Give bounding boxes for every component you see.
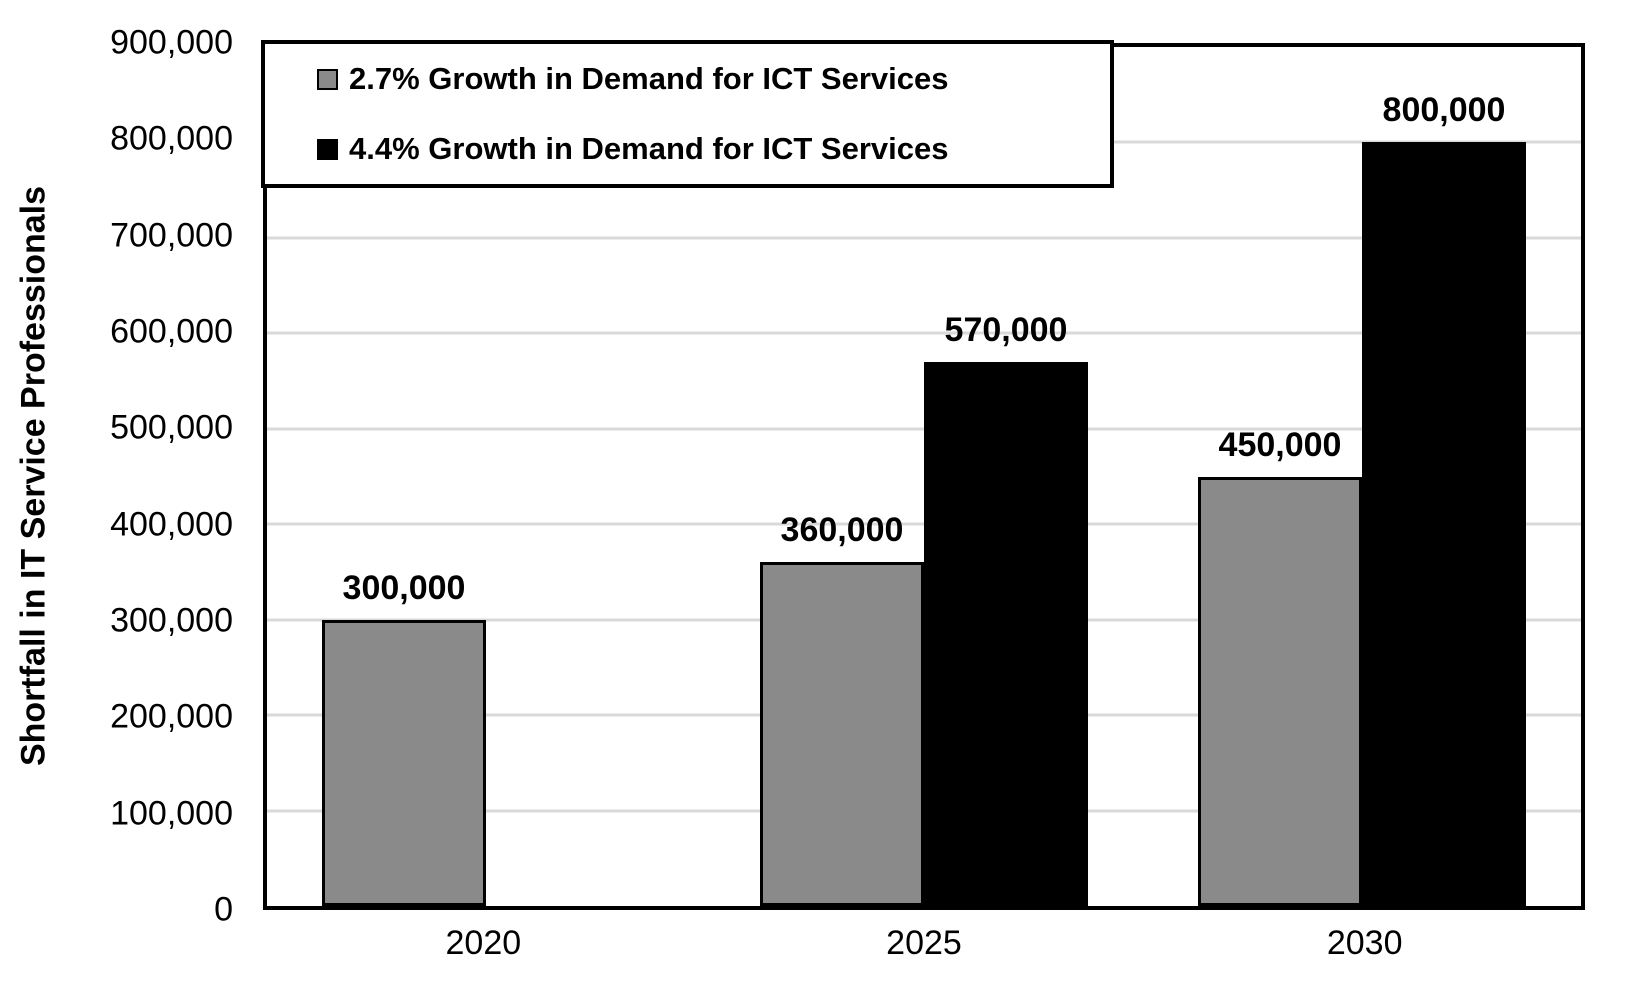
data-label-series1-2020: 300,000 [342,568,466,607]
y-tick-label: 500,000 [110,408,233,447]
gridline [267,236,1581,240]
y-tick-label: 400,000 [110,505,233,544]
bar-series1-2030 [1198,476,1362,906]
y-tick-label: 900,000 [110,23,233,62]
y-tick-label: 0 [214,890,233,929]
y-tick-label: 300,000 [110,601,233,640]
x-tick-label: 2020 [445,924,522,962]
legend-marker-icon [317,68,338,90]
legend-label: 2.7% Growth in Demand for ICT Services [349,61,949,96]
data-label-series1-2030: 450,000 [1218,425,1342,464]
bar-series1-2020 [322,619,486,906]
legend-label: 4.4% Growth in Demand for ICT Services [349,131,949,166]
bar-series2-2025 [924,361,1088,906]
y-tick-label: 700,000 [110,216,233,255]
data-label-series1-2025: 360,000 [780,511,904,550]
y-axis-tick-labels: 0 100,000 200,000 300,000 400,000 500,000 600,… [0,24,233,929]
y-tick-label: 800,000 [110,119,233,158]
gridline [267,331,1581,335]
x-tick-label: 2030 [1326,924,1403,962]
bar-series1-2025 [760,562,924,906]
legend: 2.7% Growth in Demand for ICT Services 4.… [261,40,1114,188]
x-axis-tick-labels: 2020 2025 2030 [263,924,1585,974]
bar-series2-2030 [1362,142,1526,906]
y-tick-label: 200,000 [110,697,233,736]
y-tick-label: 600,000 [110,312,233,351]
legend-item-series1: 2.7% Growth in Demand for ICT Services [317,61,1110,97]
y-tick-label: 100,000 [110,794,233,833]
legend-item-series2: 4.4% Growth in Demand for ICT Services [317,131,1110,167]
data-label-series2-2025: 570,000 [944,310,1068,349]
data-label-series2-2030: 800,000 [1382,91,1506,130]
legend-marker-icon [317,138,338,160]
x-tick-label: 2025 [886,924,962,962]
